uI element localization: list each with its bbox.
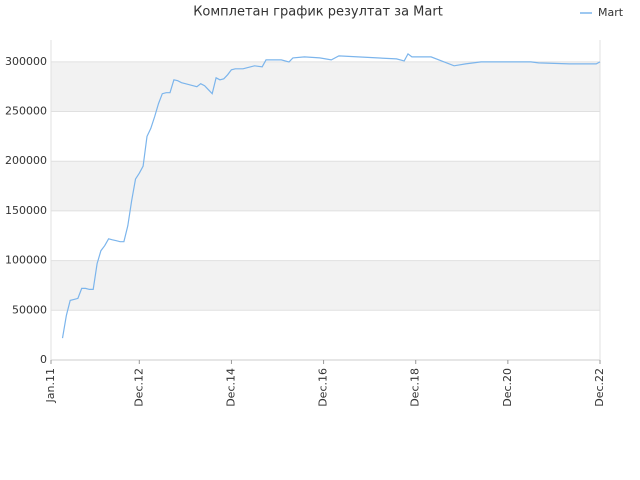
y-tick-label: 50000 (12, 303, 47, 316)
y-tick-label: 200000 (5, 154, 47, 167)
x-tick-label: Dec.14 (224, 368, 237, 407)
y-tick-label: 250000 (5, 105, 47, 118)
y-tick-label: 150000 (5, 204, 47, 217)
x-tick-label: Dec.16 (317, 368, 330, 407)
grid-band (51, 61, 600, 112)
line-series (61, 52, 601, 339)
y-tick-label: 0 (40, 353, 47, 366)
grid-band (51, 260, 600, 311)
x-tick-label: Dec.20 (501, 368, 514, 407)
y-tick-label: 300000 (5, 55, 47, 68)
x-tick-label: Dec.12 (132, 368, 145, 407)
x-tick-label: Dec.18 (409, 368, 422, 407)
grid-band (51, 161, 600, 211)
x-tick-label: Jan.11 (44, 368, 57, 403)
x-tick-label: Dec.22 (593, 368, 606, 407)
chart-title: Комплетан график резултат за Mart (193, 5, 443, 20)
y-tick-label: 100000 (5, 254, 47, 267)
legend-label: Mart (598, 6, 624, 19)
